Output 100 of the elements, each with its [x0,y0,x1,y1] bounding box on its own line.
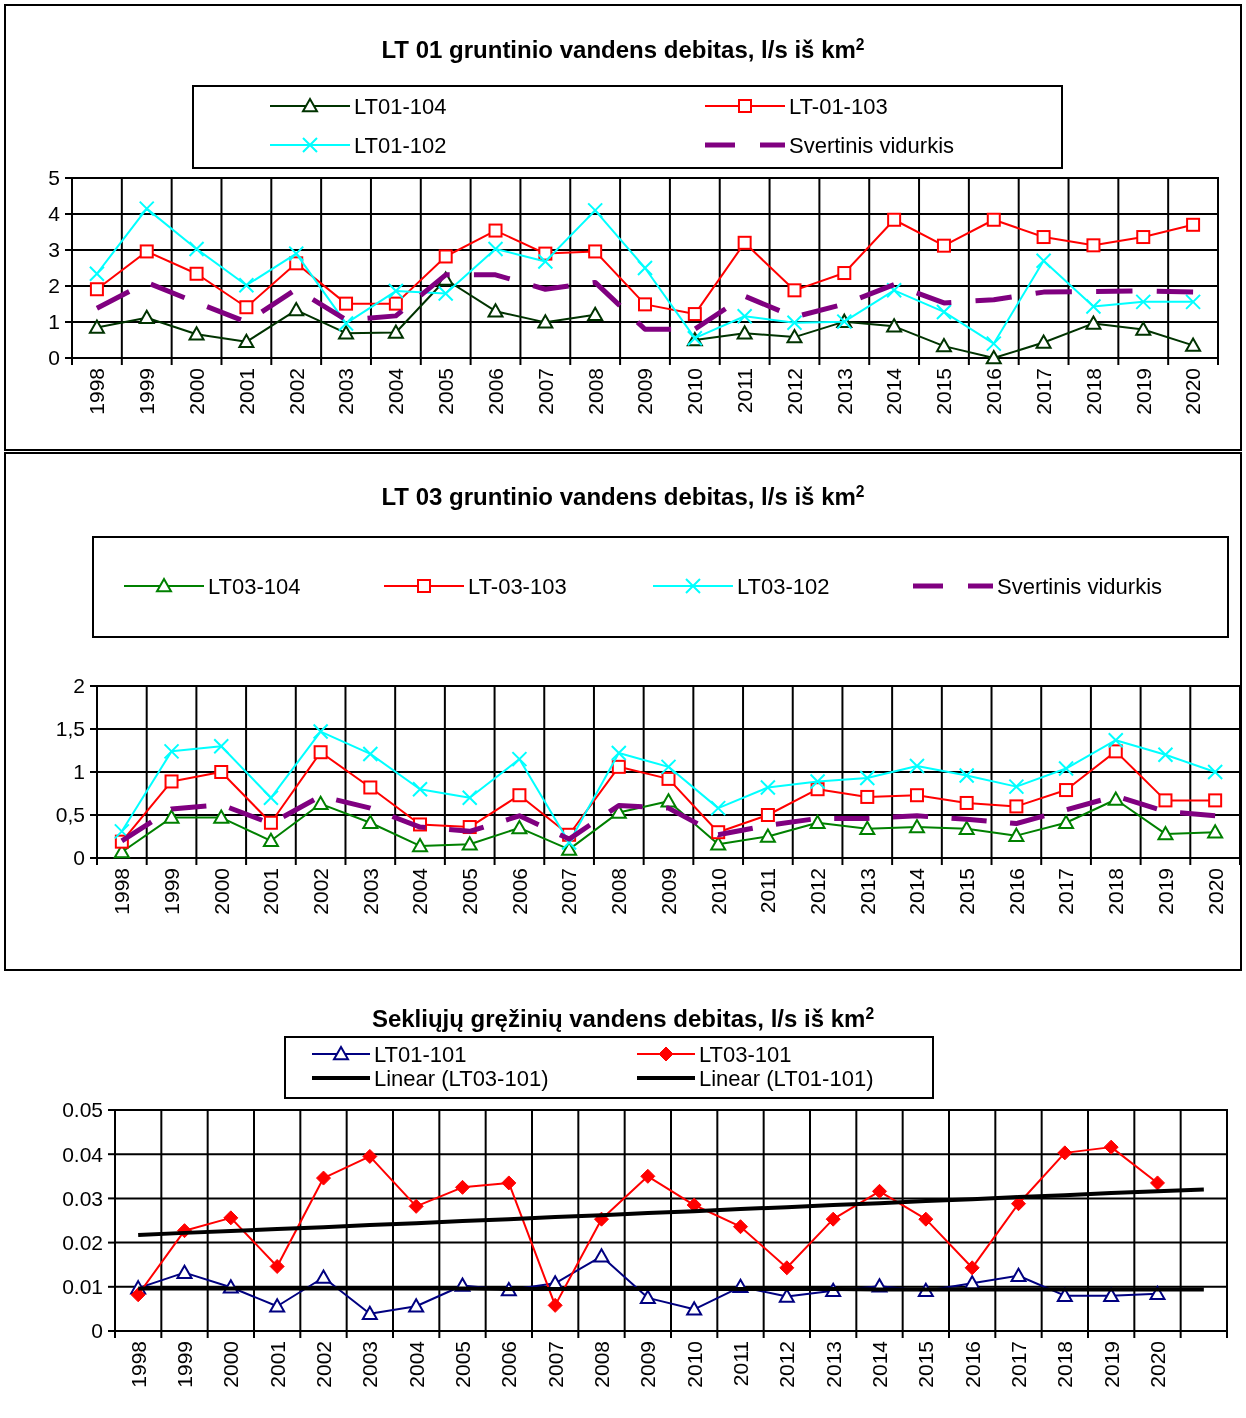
y-tick-label: 0,5 [55,803,85,827]
y-tick-label: 0.01 [62,1275,103,1299]
y-tick-label: 1 [48,310,60,334]
x-tick-label: 2009 [656,868,680,915]
x-tick-label: 2003 [334,368,358,415]
x-tick-label: 2015 [955,868,979,915]
x-tick-label: 2004 [384,367,408,415]
x-tick-label: 2011 [733,368,756,414]
y-tick-label: 4 [48,202,61,226]
x-tick-label: 2018 [1104,868,1128,915]
x-tick-label: 2011 [728,1341,752,1387]
x-tick-label: 2012 [805,868,829,915]
x-tick-label: 2019 [1153,868,1177,915]
x-tick-label: 2004 [404,1340,428,1388]
x-tick-label: 2016 [982,368,1006,415]
x-tick-label: 2010 [683,368,707,415]
x-tick-label: 2001 [259,868,283,915]
x-tick-label: 2014 [882,367,906,415]
legend-label: Linear (LT03-101) [374,1065,549,1091]
x-tick-label: 2006 [483,368,507,415]
x-tick-label: 1999 [135,368,159,415]
x-tick-label: 2020 [1181,368,1205,415]
x-tick-label: 2014 [905,867,929,915]
x-tick-label: 2008 [607,868,631,915]
x-tick-label: 2002 [284,368,308,415]
x-tick-label: 2001 [234,368,258,415]
x-tick-label: 2018 [1081,368,1105,415]
x-tick-label: 2008 [589,1341,613,1388]
x-tick-label: 2005 [458,868,482,915]
x-tick-label: 2002 [311,1341,335,1388]
legend-label: LT03-104 [208,573,301,599]
legend-label: LT01-104 [354,93,447,119]
legend-label: LT03-102 [737,573,830,599]
y-tick-label: 1,5 [55,717,85,741]
legend-label: LT03-101 [699,1041,792,1067]
x-tick-label: 2005 [450,1341,474,1388]
x-tick-label: 2005 [434,368,458,415]
x-tick-label: 1998 [85,368,109,415]
x-tick-label: 2015 [932,368,956,415]
x-tick-label: 2010 [682,1341,706,1388]
x-tick-label: 2013 [821,1341,845,1388]
x-tick-label: 1999 [172,1341,196,1388]
x-tick-label: 2007 [533,368,557,415]
x-tick-label: 2015 [914,1341,938,1388]
y-tick-label: 3 [48,238,60,262]
x-tick-label: 2012 [782,368,806,415]
y-tick-label: 1 [73,760,85,784]
chart-title: LT 01 gruntinio vandens debitas, l/s iš km$^{2}$ [381,35,865,63]
y-tick-label: 0.04 [62,1142,104,1166]
x-tick-label: 2001 [265,1341,289,1388]
x-tick-label: 2019 [1099,1341,1123,1388]
x-tick-label: 2002 [308,868,332,915]
chart-title: LT 03 gruntinio vandens debitas, l/s iš km$^{2}$ [381,482,865,510]
y-tick-label: 5 [48,166,60,190]
y-tick-label: 0 [48,346,60,370]
x-tick-label: 2010 [706,868,730,915]
legend-label: LT01-102 [354,132,447,158]
y-tick-label: 2 [48,274,60,298]
y-tick-label: 0 [91,1319,103,1343]
x-tick-label: 2000 [219,1341,243,1388]
y-tick-label: 0.03 [62,1186,103,1210]
x-tick-label: 2012 [775,1341,799,1388]
legend-label: LT01-101 [374,1041,467,1067]
y-tick-label: 0.02 [62,1230,103,1254]
x-tick-label: 2017 [1006,1341,1030,1388]
x-tick-label: 2000 [209,868,233,915]
x-tick-label: 2020 [1145,1341,1169,1388]
x-tick-label: 2020 [1203,868,1227,915]
x-tick-label: 2000 [184,368,208,415]
x-tick-label: 2003 [358,1341,382,1388]
x-tick-label: 2011 [756,868,780,914]
x-tick-label: 2009 [633,368,657,415]
x-tick-label: 2018 [1053,1341,1077,1388]
x-tick-label: 2013 [832,368,856,415]
y-tick-label: 0 [73,846,85,870]
x-tick-label: 2016 [1004,868,1028,915]
x-tick-label: 2014 [867,1340,891,1388]
x-tick-label: 2007 [543,1341,567,1388]
x-tick-label: 2007 [557,868,581,915]
legend-label: LT-01-103 [789,93,888,119]
x-tick-label: 1999 [159,868,183,915]
x-tick-label: 2004 [408,867,432,915]
x-tick-label: 2006 [507,868,531,915]
x-tick-label: 2019 [1131,368,1155,415]
x-tick-label: 1998 [110,868,134,915]
legend-label: LT-03-103 [468,573,567,599]
x-tick-label: 2006 [497,1341,521,1388]
legend-label: Svertinis vidurkis [997,573,1163,599]
legend-label: Svertinis vidurkis [789,132,955,158]
chart-title: Sekliųjų gręžinių vandens debitas, l/s iš km$^{2}$ [371,1004,875,1032]
x-tick-label: 2013 [855,868,879,915]
x-tick-label: 2009 [636,1341,660,1388]
y-tick-label: 2 [73,674,85,698]
y-tick-label: 0.05 [62,1098,103,1122]
x-tick-label: 1998 [126,1341,150,1388]
x-tick-label: 2017 [1054,868,1078,915]
x-tick-label: 2017 [1031,368,1055,415]
x-tick-label: 2003 [358,868,382,915]
x-tick-label: 2016 [960,1341,984,1388]
x-tick-label: 2008 [583,368,607,415]
